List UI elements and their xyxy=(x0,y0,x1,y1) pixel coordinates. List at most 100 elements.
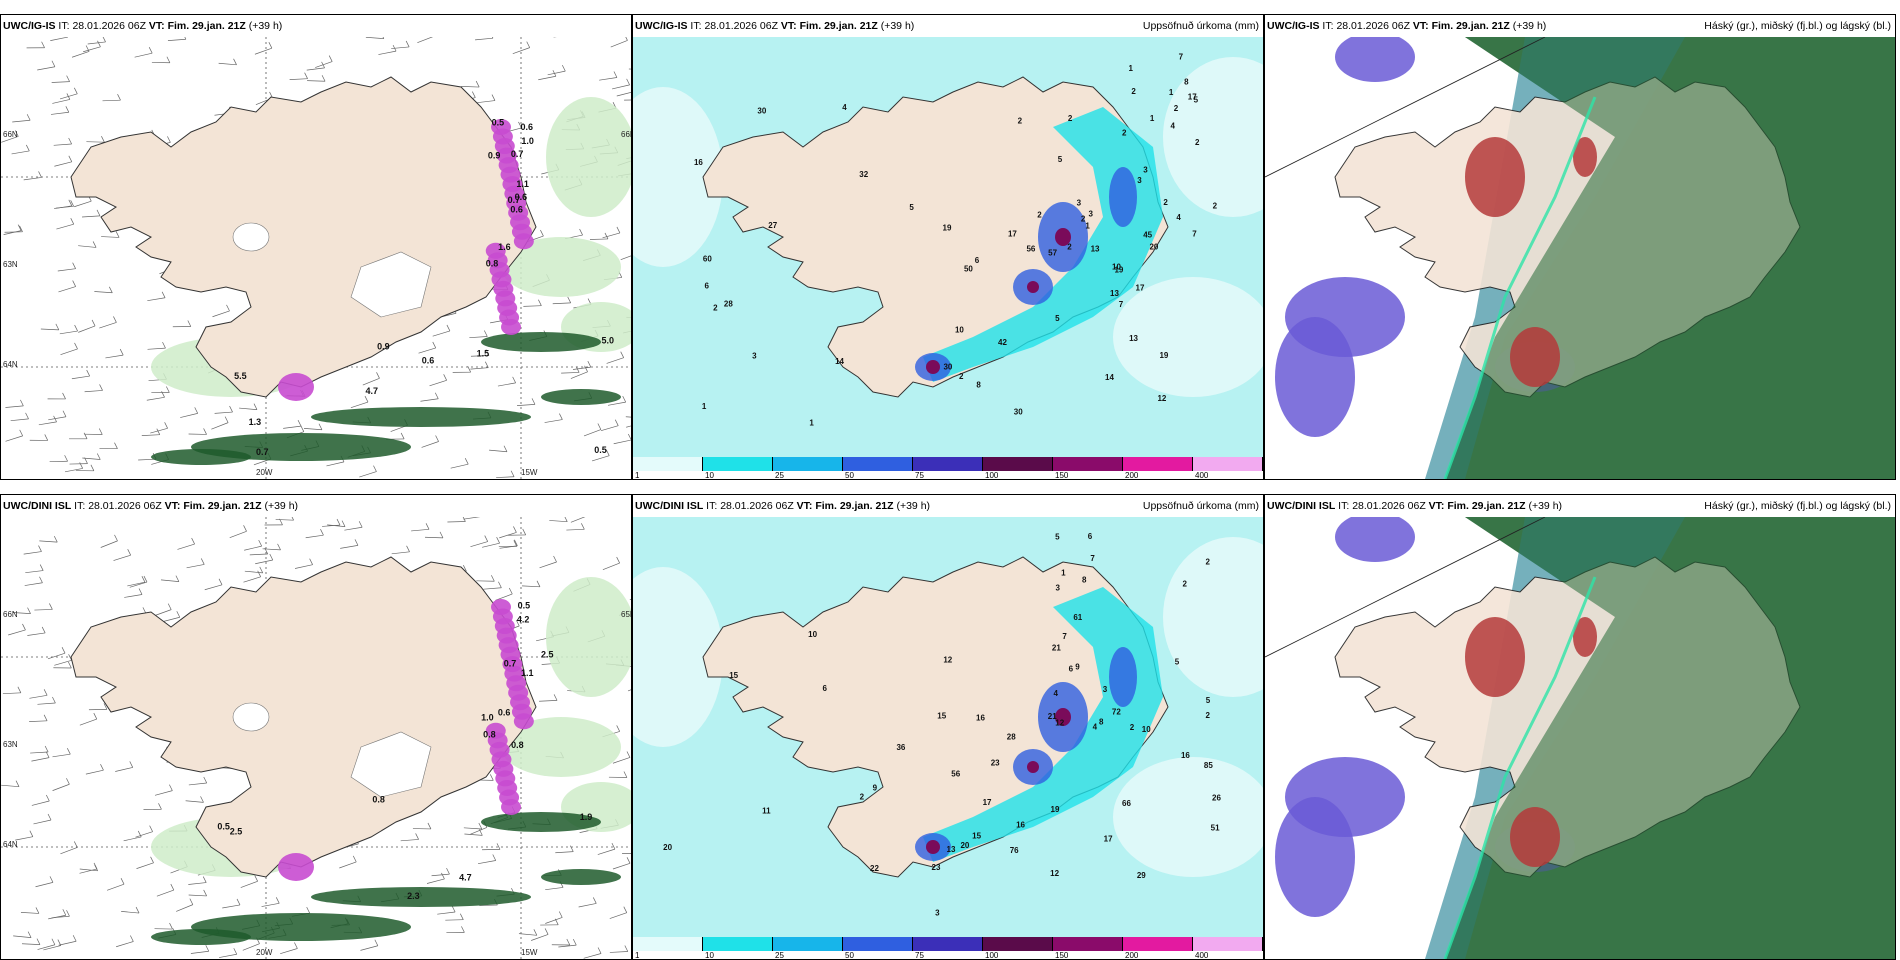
accum-value-label: 6 xyxy=(1088,532,1093,541)
low-cloud-area xyxy=(1275,317,1355,437)
colorbar-swatch xyxy=(1193,937,1263,951)
accum-max xyxy=(1027,761,1039,773)
accum-value-label: 13 xyxy=(1091,245,1100,254)
accum-value-label: 1 xyxy=(1129,64,1134,73)
colorbar-swatch xyxy=(773,937,843,951)
model-name: UWC/DINI ISL xyxy=(1267,500,1335,512)
axis-label: 64N xyxy=(3,360,18,369)
mixed-cloud-area xyxy=(1510,807,1560,867)
accum-value-label: 17 xyxy=(983,798,992,807)
precip-value-label: 1.6 xyxy=(498,242,511,252)
lead-time: (+39 h) xyxy=(249,20,283,32)
accum-value-label: 21 xyxy=(1048,712,1057,721)
accum-value-label: 4 xyxy=(842,103,847,112)
colorbar-tick-label: 25 xyxy=(775,471,784,480)
accum-value-label: 7 xyxy=(1179,53,1184,62)
colorbar-swatch xyxy=(1193,457,1263,471)
accum-value-label: 2 xyxy=(1174,104,1179,113)
panel-p2: UWC/IG-IS IT: 28.01.2026 06Z VT: Fim. 29… xyxy=(632,14,1264,480)
valid-time: Fim. 29.jan. 21Z xyxy=(168,20,246,32)
colorbar-tick-label: 100 xyxy=(985,951,998,960)
mixed-cloud-area xyxy=(1510,327,1560,387)
precip-value-label: 2.5 xyxy=(230,826,243,836)
accum-value-label: 9 xyxy=(873,783,878,792)
accum-value-label: 7 xyxy=(1090,554,1095,563)
accum-value-label: 14 xyxy=(835,357,844,366)
axis-label: 64N xyxy=(3,840,18,849)
accum-value-label: 9 xyxy=(1075,662,1080,671)
accum-value-label: 2 xyxy=(1131,87,1136,96)
heavy-precip-band xyxy=(541,389,621,405)
accum-value-label: 6 xyxy=(1069,664,1074,673)
accum-value-label: 76 xyxy=(1010,846,1019,855)
accum-value-label: 22 xyxy=(870,864,879,873)
accum-value-label: 1 xyxy=(1085,222,1090,231)
heavy-precip-band xyxy=(481,332,601,352)
accum-value-label: 15 xyxy=(729,671,738,680)
accum-value-label: 2 xyxy=(1122,129,1127,138)
precip-value-label: 4.7 xyxy=(459,873,472,883)
accum-value-label: 7 xyxy=(1062,632,1067,641)
accum-value-label: 2 xyxy=(1018,116,1023,125)
accum-value-label: 1 xyxy=(1150,114,1155,123)
accum-value-label: 5 xyxy=(1058,155,1063,164)
accum-value-label: 30 xyxy=(1014,407,1023,416)
lead-time: (+39 h) xyxy=(1513,20,1547,32)
colorbar-tick-label: 10 xyxy=(705,951,714,960)
precip-value-label: 0.5 xyxy=(518,601,531,611)
accum-value-label: 19 xyxy=(1051,805,1060,814)
accum-value-label: 2 xyxy=(713,303,718,312)
accum-value-label: 13 xyxy=(947,845,956,854)
colorbar-tick-label: 100 xyxy=(985,471,998,480)
it-label: IT: xyxy=(690,20,701,32)
axis-label: 15W xyxy=(521,468,538,477)
precip-value-label: 0.7 xyxy=(511,149,524,159)
precip-value-label: 1.9 xyxy=(580,812,593,822)
accum-value-label: 1 xyxy=(809,418,814,427)
panel-p4: UWC/DINI ISL IT: 28.01.2026 06Z VT: Fim.… xyxy=(0,494,632,960)
accum-value-label: 8 xyxy=(976,381,981,390)
accum-value-label: 56 xyxy=(1026,245,1035,254)
axis-label: 63N xyxy=(3,260,18,269)
precip-value-label: 0.6 xyxy=(422,355,435,365)
accum-value-label: 3 xyxy=(752,351,757,360)
colorbar-tick-label: 75 xyxy=(915,471,924,480)
accum-value-label: 51 xyxy=(1211,823,1220,832)
precip-value-label: 4.2 xyxy=(517,614,530,624)
panel-p1: UWC/IG-IS IT: 28.01.2026 06Z VT: Fim. 29… xyxy=(0,14,632,480)
model-name: UWC/IG-IS xyxy=(1267,20,1320,32)
colorbar-tick-label: 75 xyxy=(915,951,924,960)
vt-label: VT: xyxy=(797,500,813,512)
accum-value-label: 7 xyxy=(1192,230,1197,239)
accum-core xyxy=(1109,647,1137,707)
precip-value-label: 0.8 xyxy=(372,794,385,804)
accum-value-label: 72 xyxy=(1112,708,1121,717)
accum-value-label: 20 xyxy=(1149,243,1158,252)
heavy-precip-band xyxy=(311,887,531,907)
axis-label: 20W xyxy=(256,468,273,477)
accum-value-label: 8 xyxy=(1082,575,1087,584)
accum-value-label: 20 xyxy=(960,841,969,850)
accum-value-label: 16 xyxy=(694,158,703,167)
precip-value-label: 0.6 xyxy=(498,707,511,717)
heavy-precip-band xyxy=(151,449,251,465)
accum-value-label: 23 xyxy=(932,863,941,872)
accum-core xyxy=(1109,167,1137,227)
init-time: 28.01.2026 06Z xyxy=(704,20,778,32)
map-svg: 0.50.80.61.12.50.80.74.21.00.54.72.32.50… xyxy=(1,517,631,959)
mixed-cloud-area xyxy=(1465,617,1525,697)
accum-value-label: 30 xyxy=(943,363,952,372)
snow-area xyxy=(501,319,521,335)
accum-value-label: 2 xyxy=(1163,198,1168,207)
accum-value-label: 20 xyxy=(663,843,672,852)
accum-value-label: 2 xyxy=(1067,243,1072,252)
precip-value-label: 0.7 xyxy=(504,658,517,668)
valid-time: Fim. 29.jan. 21Z xyxy=(183,500,261,512)
map-area xyxy=(1265,37,1895,479)
accum-value-label: 10 xyxy=(808,630,817,639)
axis-label: 66N xyxy=(3,130,18,139)
accum-value-label: 4 xyxy=(1054,689,1059,698)
colorbar-swatch xyxy=(1053,937,1123,951)
accum-value-label: 2 xyxy=(959,372,964,381)
